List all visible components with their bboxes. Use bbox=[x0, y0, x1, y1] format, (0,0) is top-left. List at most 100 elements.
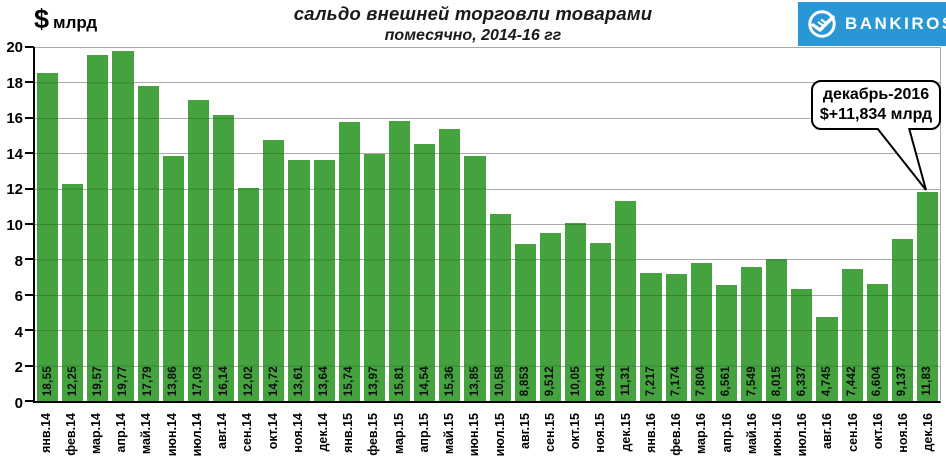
bar-авг.15: 8,853 bbox=[514, 244, 536, 401]
x-slot: дек.16 bbox=[918, 406, 939, 472]
bar-slot: 8,853 bbox=[514, 47, 536, 401]
x-slot: июл.15 bbox=[489, 406, 510, 472]
bar-янв.14: 18,55 bbox=[37, 72, 59, 401]
bar-value-label: 19,77 bbox=[116, 365, 129, 396]
x-tick-label-апр.14: апр.14 bbox=[114, 413, 129, 453]
bar-value-label: 13,86 bbox=[167, 365, 180, 396]
x-tick-label-окт.16: окт.16 bbox=[870, 413, 885, 450]
bar-value-label: 15,36 bbox=[443, 365, 456, 396]
x-slot: апр.14 bbox=[111, 406, 132, 472]
bar-value-label: 9,137 bbox=[896, 365, 909, 396]
bar-slot: 6,561 bbox=[715, 47, 737, 401]
y-tick-label-8: 8 bbox=[14, 252, 23, 270]
y-tick-10 bbox=[25, 223, 34, 225]
bar-value-label: 10,58 bbox=[494, 365, 507, 396]
annotation-pointer bbox=[876, 128, 927, 191]
chart-subtitle: помесячно, 2014-16 гг bbox=[384, 27, 562, 44]
bar-value-label: 11,83 bbox=[921, 366, 934, 396]
bar-slot: 7,442 bbox=[841, 47, 863, 401]
bar-slot: 8,941 bbox=[590, 47, 612, 401]
bar-мар.14: 19,57 bbox=[87, 54, 109, 401]
y-tick-label-0: 0 bbox=[14, 395, 23, 412]
bar-slot: 6,337 bbox=[791, 47, 813, 401]
bar-value-label: 11,31 bbox=[619, 366, 632, 396]
x-tick-label-май.16: май.16 bbox=[744, 413, 759, 455]
x-slot: ноя.15 bbox=[590, 406, 611, 472]
bar-slot: 14,72 bbox=[263, 47, 285, 401]
x-tick-label-апр.15: апр.15 bbox=[416, 413, 431, 453]
gridline-20 bbox=[35, 47, 940, 48]
bankiros-logo-icon bbox=[808, 10, 836, 38]
dollar-sign: $ bbox=[34, 4, 50, 34]
bar-slot: 15,74 bbox=[338, 47, 360, 401]
bar-value-label: 13,85 bbox=[468, 365, 481, 396]
bar-май.14: 17,79 bbox=[137, 86, 159, 401]
bar-окт.14: 14,72 bbox=[263, 140, 285, 401]
x-tick-label-май.15: май.15 bbox=[442, 413, 457, 455]
x-tick-label-июл.14: июл.14 bbox=[189, 413, 204, 457]
x-tick-label-мар.15: мар.15 bbox=[391, 413, 406, 455]
x-tick-label-янв.16: янв.16 bbox=[643, 413, 658, 453]
bar-value-label: 7,217 bbox=[644, 365, 657, 396]
gridline-14 bbox=[35, 153, 940, 155]
bar-value-label: 14,72 bbox=[267, 365, 280, 396]
x-axis: янв.14 фев.14 мар.14 апр.14 май.14 июн.14 июл.… bbox=[33, 406, 941, 472]
gridline-10 bbox=[35, 224, 940, 225]
x-tick-label-мар.14: мар.14 bbox=[89, 413, 104, 455]
x-slot: дек.14 bbox=[312, 406, 333, 472]
x-slot: авг.15 bbox=[514, 406, 535, 472]
y-tick-4 bbox=[25, 329, 34, 332]
bar-мар.15: 15,81 bbox=[388, 121, 411, 401]
bar-value-label: 13,61 bbox=[292, 365, 305, 396]
gridline-16 bbox=[35, 117, 940, 119]
x-tick-label-май.14: май.14 bbox=[139, 413, 154, 455]
x-slot: авг.16 bbox=[817, 406, 838, 472]
y-unit-text: млрд bbox=[53, 13, 98, 32]
bar-slot: 7,804 bbox=[690, 47, 712, 401]
bar-slot: 15,81 bbox=[388, 47, 411, 401]
x-tick-label-сен.15: сен.15 bbox=[542, 413, 557, 452]
x-slot: янв.15 bbox=[338, 406, 359, 472]
bar-фев.16: 7,174 bbox=[665, 274, 687, 401]
bar-slot: 12,02 bbox=[238, 47, 260, 401]
bar-янв.16: 7,217 bbox=[640, 273, 662, 401]
bar-value-label: 7,442 bbox=[846, 365, 859, 396]
bar-slot: 7,217 bbox=[640, 47, 662, 401]
y-tick-label-14: 14 bbox=[6, 145, 23, 163]
y-tick-label-16: 16 bbox=[6, 110, 23, 128]
bar-slot: 13,61 bbox=[288, 47, 310, 401]
x-slot: сен.15 bbox=[539, 406, 560, 472]
bar-slot: 14,54 bbox=[414, 47, 436, 401]
x-slot: дек.15 bbox=[615, 406, 636, 472]
x-slot: окт.16 bbox=[867, 406, 888, 472]
x-slot: сен.14 bbox=[237, 406, 258, 472]
x-slot: ноя.14 bbox=[287, 406, 308, 472]
x-slot: июл.14 bbox=[186, 406, 207, 472]
bar-value-label: 6,337 bbox=[795, 365, 808, 396]
bar-slot: 18,55 bbox=[37, 47, 59, 401]
bar-июл.16: 6,337 bbox=[791, 288, 813, 401]
bar-value-label: 8,853 bbox=[519, 365, 532, 396]
y-tick-12 bbox=[25, 187, 34, 190]
bar-slot: 6,604 bbox=[866, 47, 888, 401]
bankiros-logo[interactable]: BANKIROS bbox=[798, 2, 946, 46]
bar-ноя.16: 9,137 bbox=[891, 239, 913, 401]
y-tick-14 bbox=[25, 152, 34, 155]
x-slot: мар.14 bbox=[85, 406, 106, 472]
bar-value-label: 19,57 bbox=[91, 365, 104, 396]
bar-value-label: 13,64 bbox=[318, 365, 331, 396]
bar-value-label: 8,941 bbox=[594, 365, 607, 396]
x-tick-label-авг.15: авг.15 bbox=[517, 413, 532, 449]
gridline-18 bbox=[35, 82, 940, 84]
bar-slot: 10,05 bbox=[564, 47, 587, 401]
x-slot: мар.16 bbox=[691, 406, 712, 472]
bar-дек.14: 13,64 bbox=[313, 159, 335, 401]
bar-slot: 13,97 bbox=[363, 47, 385, 401]
x-slot: май.16 bbox=[741, 406, 762, 472]
bar-value-label: 14,54 bbox=[418, 365, 431, 396]
y-tick-label-20: 20 bbox=[6, 39, 23, 56]
bar-value-label: 9,512 bbox=[544, 365, 557, 396]
bars-row: 18,55 12,25 19,57 19,77 17,79 13,86 17,03 16,14… bbox=[35, 47, 940, 401]
annotation-line2: $+11,834 млрд bbox=[819, 106, 933, 123]
bar-slot: 4,745 bbox=[816, 47, 838, 401]
